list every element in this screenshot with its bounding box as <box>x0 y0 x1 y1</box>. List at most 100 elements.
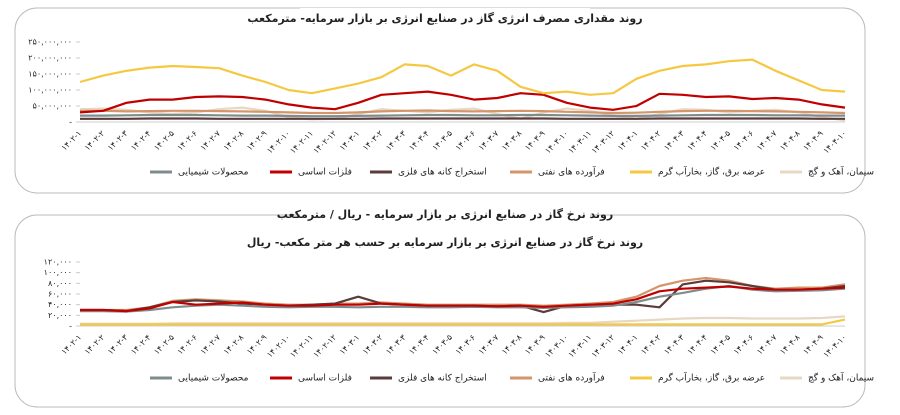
x-tick-label: ۱۴۰۳-۱ <box>338 129 362 153</box>
y-tick-label: ۶۰,۰۰۰ <box>48 290 72 299</box>
x-tick-label: ۱۴۰۲-۳ <box>106 128 130 152</box>
legend-label: سیمان، آهک و گچ <box>808 372 874 384</box>
x-tick-label: ۱۴۰۲-۲ <box>83 333 107 357</box>
x-tick-label: ۱۴۰۴-۶ <box>732 129 756 153</box>
x-tick-label: ۱۴۰۳-۵ <box>430 129 454 153</box>
x-tick-label: ۱۴۰۳-۱۰ <box>543 333 570 360</box>
x-tick-label: ۱۴۰۴-۲ <box>639 333 663 357</box>
x-tick-label: ۱۴۰۳-۷ <box>477 128 501 152</box>
x-tick-label: ۱۴۰۳-۷ <box>477 332 501 356</box>
x-tick-label: ۱۴۰۳-۱۲ <box>590 129 617 156</box>
title-gap <box>300 206 590 224</box>
x-tick-label: ۱۴۰۲-۱۲ <box>312 129 339 156</box>
x-tick-label: ۱۴۰۳-۴ <box>407 129 431 153</box>
x-tick-label: ۱۴۰۴-۴ <box>685 129 709 153</box>
x-tick-label: ۱۴۰۲-۳ <box>106 332 130 356</box>
x-tick-label: ۱۴۰۴-۱۰ <box>822 333 849 360</box>
x-tick-label: ۱۴۰۴-۷ <box>755 128 779 152</box>
x-tick-label: ۱۴۰۴-۱ <box>616 129 640 153</box>
y-tick-label: ۸۰,۰۰۰ <box>48 279 72 288</box>
line-series <box>80 285 846 313</box>
legend-label: فرآورده های نفتی <box>538 166 605 178</box>
x-tick-label: ۱۴۰۲-۱۰ <box>265 129 292 156</box>
y-tick-label: ۵۰,۰۰۰,۰۰۰ <box>33 102 72 111</box>
x-tick-label: ۱۴۰۳-۶ <box>454 129 478 153</box>
x-tick-label: ۱۴۰۴-۳ <box>662 128 686 152</box>
x-tick-label: ۱۴۰۴-۸ <box>778 128 802 152</box>
legend-label: سیمان، آهک و گچ <box>808 166 874 178</box>
y-tick-label: ۴۰,۰۰۰ <box>48 300 72 309</box>
x-tick-label: ۱۴۰۲-۷ <box>199 128 223 152</box>
y-tick-label: ۱۰۰,۰۰۰,۰۰۰ <box>28 86 72 95</box>
chart-subtitle: روند نرخ گاز در صنایع انرژی بر بازار سرم… <box>247 236 643 249</box>
x-tick-label: ۱۴۰۴-۶ <box>732 333 756 357</box>
x-tick-label: ۱۴۰۴-۸ <box>778 332 802 356</box>
legend-label: فلزات اساسی <box>298 374 352 384</box>
chart-title: روند مقداری مصرف انرژی گاز در صنایع انرژ… <box>247 12 642 25</box>
x-tick-label: ۱۴۰۲-۴ <box>129 333 153 357</box>
x-tick-label: ۱۴۰۳-۸ <box>500 128 524 152</box>
x-tick-label: ۱۴۰۲-۱ <box>60 129 84 153</box>
x-tick-label: ۱۴۰۲-۵ <box>152 129 176 153</box>
x-tick-label: ۱۴۰۲-۶ <box>175 129 199 153</box>
line-series <box>80 318 846 326</box>
x-tick-label: ۱۴۰۳-۵ <box>430 333 454 357</box>
y-tick-label: ۲۰,۰۰۰ <box>48 311 72 320</box>
x-tick-label: ۱۴۰۲-۶ <box>175 333 199 357</box>
x-tick-label: ۱۴۰۲-۱ <box>60 333 84 357</box>
x-tick-label: ۱۴۰۳-۱۱ <box>567 333 594 360</box>
x-tick-label: ۱۴۰۲-۸ <box>222 128 246 152</box>
legend-label: استخراج کانه های فلزی <box>398 168 487 178</box>
x-tick-label: ۱۴۰۴-۵ <box>709 129 733 153</box>
x-tick-label: ۱۴۰۲-۱۱ <box>288 333 315 360</box>
x-tick-label: ۱۴۰۳-۶ <box>454 333 478 357</box>
line-series <box>80 315 846 325</box>
legend-label: استخراج کانه های فلزی <box>398 374 487 384</box>
y-tick-label: ۲۰۰,۰۰۰,۰۰۰ <box>28 54 72 63</box>
line-series <box>80 113 845 118</box>
x-tick-label: ۱۴۰۲-۵ <box>152 333 176 357</box>
y-tick-label: ۱۵۰,۰۰۰,۰۰۰ <box>28 70 72 79</box>
legend-label: محصولات شیمیایی <box>178 168 249 178</box>
line-series <box>79 90 846 114</box>
x-tick-label: ۱۴۰۴-۱۰ <box>822 129 849 156</box>
x-tick-label: ۱۴۰۲-۱۲ <box>312 333 339 360</box>
x-tick-label: ۱۴۰۲-۲ <box>83 129 107 153</box>
y-tick-label: - <box>69 322 72 331</box>
legend-label: فلزات اساسی <box>298 168 352 178</box>
x-tick-label: ۱۴۰۲-۷ <box>199 332 223 356</box>
x-tick-label: ۱۴۰۴-۵ <box>709 333 733 357</box>
x-tick-label: ۱۴۰۳-۴ <box>407 333 431 357</box>
x-tick-label: ۱۴۰۳-۱۲ <box>590 333 617 360</box>
y-tick-label: - <box>69 118 72 127</box>
chart-title: روند نرخ گاز در صنایع انرژی بر بازار سرم… <box>277 208 613 221</box>
legend-label: عرضه برق، گاز، بخارآب گرم <box>658 166 765 178</box>
x-tick-label: ۱۴۰۳-۱۱ <box>567 129 594 156</box>
title-gap <box>300 8 590 10</box>
x-tick-label: ۱۴۰۲-۴ <box>129 129 153 153</box>
x-tick-label: ۱۴۰۳-۱۰ <box>543 129 570 156</box>
legend-label: محصولات شیمیایی <box>178 374 249 384</box>
x-tick-label: ۱۴۰۳-۳ <box>384 128 408 152</box>
x-tick-label: ۱۴۰۴-۳ <box>662 332 686 356</box>
line-series <box>80 109 846 115</box>
x-tick-label: ۱۴۰۳-۲ <box>361 129 385 153</box>
y-tick-label: ۱۲۰,۰۰۰ <box>44 258 72 267</box>
x-tick-label: ۱۴۰۴-۲ <box>639 129 663 153</box>
legend-label: عرضه برق، گاز، بخارآب گرم <box>658 372 765 384</box>
x-tick-label: ۱۴۰۳-۸ <box>500 332 524 356</box>
x-tick-label: ۱۴۰۳-۱ <box>338 333 362 357</box>
line-series <box>79 58 846 96</box>
x-tick-label: ۱۴۰۴-۴ <box>685 333 709 357</box>
x-tick-label: ۱۴۰۳-۳ <box>384 332 408 356</box>
x-tick-label: ۱۴۰۲-۱۰ <box>265 333 292 360</box>
x-tick-label: ۱۴۰۴-۱ <box>616 333 640 357</box>
y-tick-label: ۲۵۰,۰۰۰,۰۰۰ <box>28 38 72 47</box>
x-tick-label: ۱۴۰۳-۲ <box>361 333 385 357</box>
x-tick-label: ۱۴۰۴-۷ <box>755 332 779 356</box>
y-tick-label: ۱۰۰,۰۰۰ <box>44 268 72 277</box>
x-tick-label: ۱۴۰۲-۱۱ <box>288 129 315 156</box>
legend-label: فرآورده های نفتی <box>538 372 605 384</box>
x-tick-label: ۱۴۰۲-۸ <box>222 332 246 356</box>
